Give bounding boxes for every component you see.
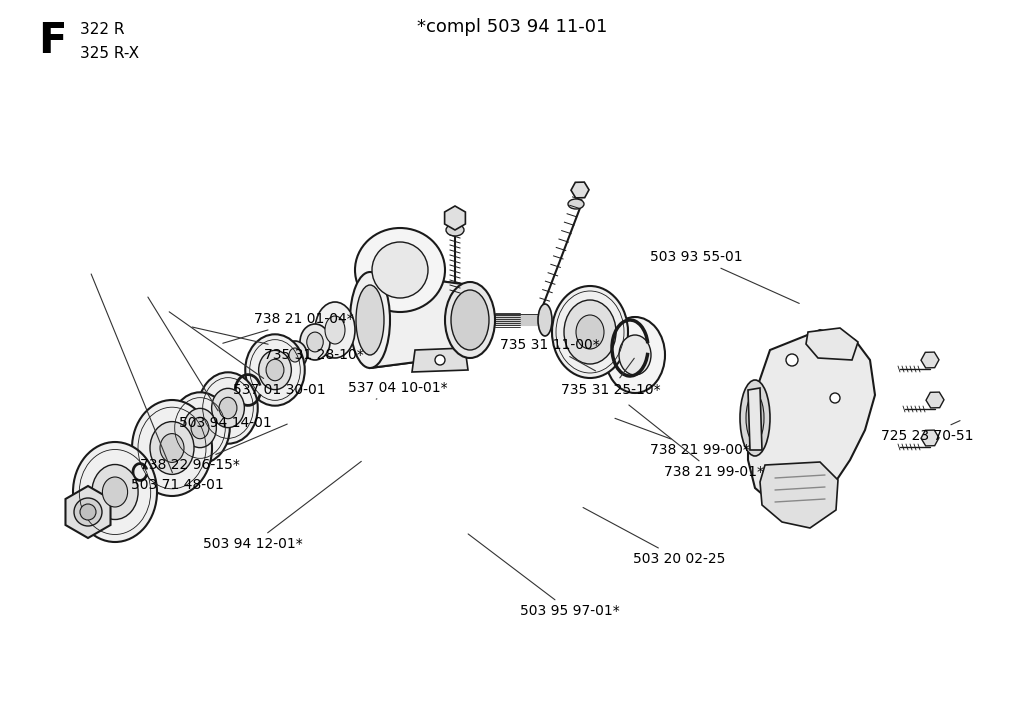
Text: 735 31 28-10*: 735 31 28-10* [193, 327, 364, 362]
Polygon shape [760, 462, 838, 528]
Ellipse shape [605, 317, 665, 393]
Ellipse shape [445, 282, 495, 358]
Text: 503 20 02-25: 503 20 02-25 [583, 508, 725, 566]
Ellipse shape [538, 304, 552, 336]
Ellipse shape [259, 350, 292, 390]
Ellipse shape [746, 394, 764, 442]
Ellipse shape [451, 290, 489, 350]
Circle shape [830, 393, 840, 403]
Ellipse shape [183, 408, 216, 448]
Ellipse shape [740, 380, 770, 456]
Text: 503 94 12-01*: 503 94 12-01* [203, 461, 361, 551]
Ellipse shape [212, 388, 245, 428]
Text: 738 21 99-01*: 738 21 99-01* [629, 405, 764, 479]
Polygon shape [748, 388, 762, 450]
Ellipse shape [350, 272, 390, 368]
Polygon shape [806, 328, 858, 360]
Text: 738 21 99-00*: 738 21 99-00* [615, 418, 751, 457]
Ellipse shape [191, 417, 209, 439]
Circle shape [80, 504, 96, 520]
Text: 503 71 48-01: 503 71 48-01 [91, 274, 224, 492]
Ellipse shape [307, 332, 324, 352]
Text: 537 04 10-01*: 537 04 10-01* [348, 381, 447, 399]
Ellipse shape [246, 334, 305, 405]
Circle shape [786, 354, 798, 366]
Ellipse shape [575, 315, 604, 349]
Text: 325 R-X: 325 R-X [80, 46, 139, 61]
Ellipse shape [283, 341, 307, 369]
Ellipse shape [289, 348, 301, 362]
Text: 503 94 14-01: 503 94 14-01 [147, 297, 272, 430]
Ellipse shape [356, 285, 384, 355]
Ellipse shape [160, 434, 184, 462]
Text: 537 01 30-01: 537 01 30-01 [169, 312, 326, 397]
Text: 725 23 70-51: 725 23 70-51 [881, 421, 973, 443]
Ellipse shape [73, 442, 157, 542]
Text: 735 31 25-10*: 735 31 25-10* [561, 358, 660, 397]
Ellipse shape [132, 400, 212, 496]
Ellipse shape [219, 398, 237, 419]
Ellipse shape [102, 477, 128, 507]
Ellipse shape [199, 372, 258, 443]
Polygon shape [370, 272, 470, 368]
Ellipse shape [92, 465, 138, 520]
Ellipse shape [315, 302, 355, 358]
Circle shape [74, 498, 102, 526]
Circle shape [435, 355, 445, 365]
Text: *compl 503 94 11-01: *compl 503 94 11-01 [417, 18, 607, 36]
Ellipse shape [325, 316, 345, 344]
Circle shape [372, 242, 428, 298]
Text: 735 31 11-00*: 735 31 11-00* [500, 338, 599, 371]
Ellipse shape [150, 422, 194, 474]
Ellipse shape [552, 286, 628, 378]
Text: 322 R: 322 R [80, 22, 125, 37]
Ellipse shape [568, 199, 584, 209]
Text: 503 93 55-01: 503 93 55-01 [650, 250, 800, 303]
Polygon shape [748, 330, 874, 510]
Ellipse shape [170, 392, 229, 464]
Text: F: F [38, 20, 67, 62]
Ellipse shape [446, 224, 464, 236]
Text: 738 22 96-15*: 738 22 96-15* [140, 424, 287, 472]
Ellipse shape [266, 360, 284, 381]
Ellipse shape [300, 324, 330, 360]
Ellipse shape [618, 335, 651, 375]
Ellipse shape [355, 228, 445, 312]
Polygon shape [412, 348, 468, 372]
Text: 503 95 97-01*: 503 95 97-01* [468, 534, 620, 618]
Text: 738 21 01-04*: 738 21 01-04* [223, 312, 353, 343]
Ellipse shape [564, 300, 616, 364]
